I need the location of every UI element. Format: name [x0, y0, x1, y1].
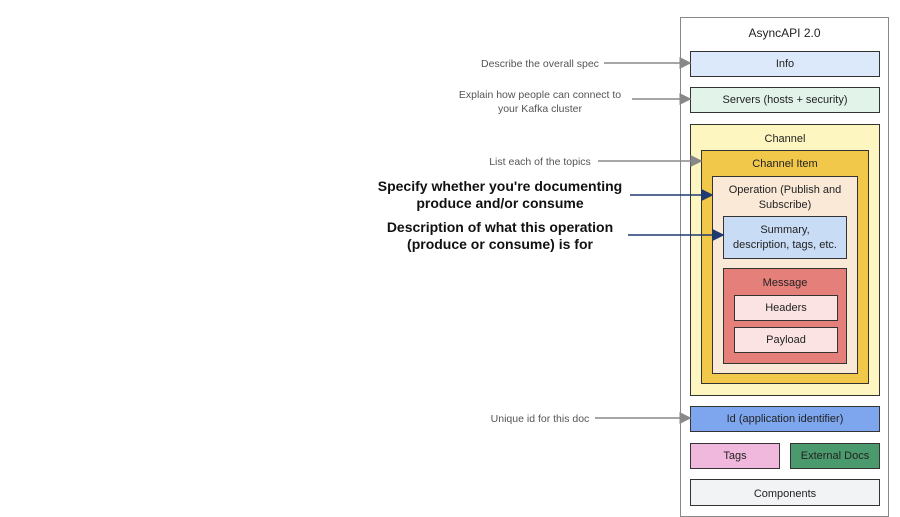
channel-item-label: Channel Item — [752, 158, 818, 170]
annotation-arrows — [595, 57, 725, 424]
components-box: Components — [690, 479, 880, 506]
annotation-topics: List each of the topics — [489, 156, 591, 168]
annotation-describe-spec: Describe the overall spec — [481, 58, 599, 70]
tags-box: Tags — [690, 443, 780, 469]
annotation-servers: Explain how people can connect to your K… — [420, 88, 660, 116]
servers-box: Servers (hosts + security) — [690, 87, 880, 113]
annotation-description-line2: (produce or consume) is for — [407, 236, 593, 252]
channel-label: Channel — [764, 133, 806, 145]
annotation-operation-line2: produce and/or consume — [416, 195, 584, 211]
summary-label: Summary, description, tags, etc. — [733, 223, 837, 251]
operation-label: Operation (Publish and Subscribe) — [728, 184, 842, 211]
payload-box: Payload — [734, 327, 838, 353]
external-docs-box: External Docs — [790, 443, 880, 469]
message-label: Message — [762, 277, 808, 289]
headers-box: Headers — [734, 295, 838, 321]
spec-title: AsyncAPI 2.0 — [748, 26, 821, 40]
annotation-servers-line1: Explain how people can connect to — [458, 89, 622, 101]
id-box: Id (application identifier) — [690, 406, 880, 432]
annotation-operation-line1: Specify whether you're documenting — [377, 178, 623, 194]
annotation-servers-line2: your Kafka cluster — [497, 103, 583, 115]
annotation-description-line1: Description of what this operation — [386, 219, 614, 235]
annotation-description: Description of what this operation (prod… — [340, 219, 660, 253]
annotation-operation: Specify whether you're documenting produ… — [340, 178, 660, 212]
annotation-unique-id: Unique id for this doc — [490, 413, 590, 425]
summary-box: Summary, description, tags, etc. — [723, 216, 847, 259]
